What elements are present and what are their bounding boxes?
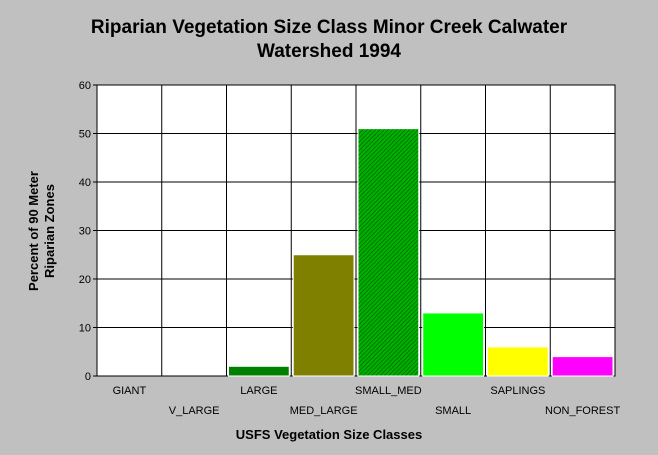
bar-med-large [292,254,355,377]
y-tick-label: 50 [79,129,91,141]
x-category-label: NON_FOREST [545,405,620,417]
x-category-label: SMALL [435,405,471,417]
chart-title-line-2: Watershed 1994 [257,41,401,62]
y-axis-ticks: 0 10 20 30 40 50 60 [79,80,97,383]
y-axis-label-line-2: Riparian Zones [42,184,57,278]
x-category-label: MED_LARGE [290,405,358,417]
x-category-label: SAPLINGS [490,385,545,397]
bar-small [422,312,484,377]
y-tick-label: 40 [79,177,91,189]
bar-saplings [487,346,549,377]
y-tick-label: 20 [79,274,91,286]
y-tick-label: 30 [79,226,91,238]
x-axis-label: USFS Vegetation Size Classes [236,427,422,442]
bar-small-med [357,128,420,377]
x-category-label: V_LARGE [169,405,220,417]
x-category-label: LARGE [240,385,277,397]
bars [228,128,614,377]
x-axis-category-labels: GIANT V_LARGE LARGE MED_LARGE SMALL_MED SMALL… [113,385,621,417]
x-category-label: SMALL_MED [355,385,422,397]
y-tick-label: 60 [79,80,91,92]
y-axis-label-line-1: Percent of 90 Meter [26,171,41,291]
y-tick-label: 0 [85,371,91,383]
bar-non-forest [551,356,614,377]
bar-large [228,365,290,377]
y-tick-label: 10 [79,323,91,335]
chart-title-line-1: Riparian Vegetation Size Class Minor Cre… [91,17,568,38]
x-category-label: GIANT [113,385,147,397]
